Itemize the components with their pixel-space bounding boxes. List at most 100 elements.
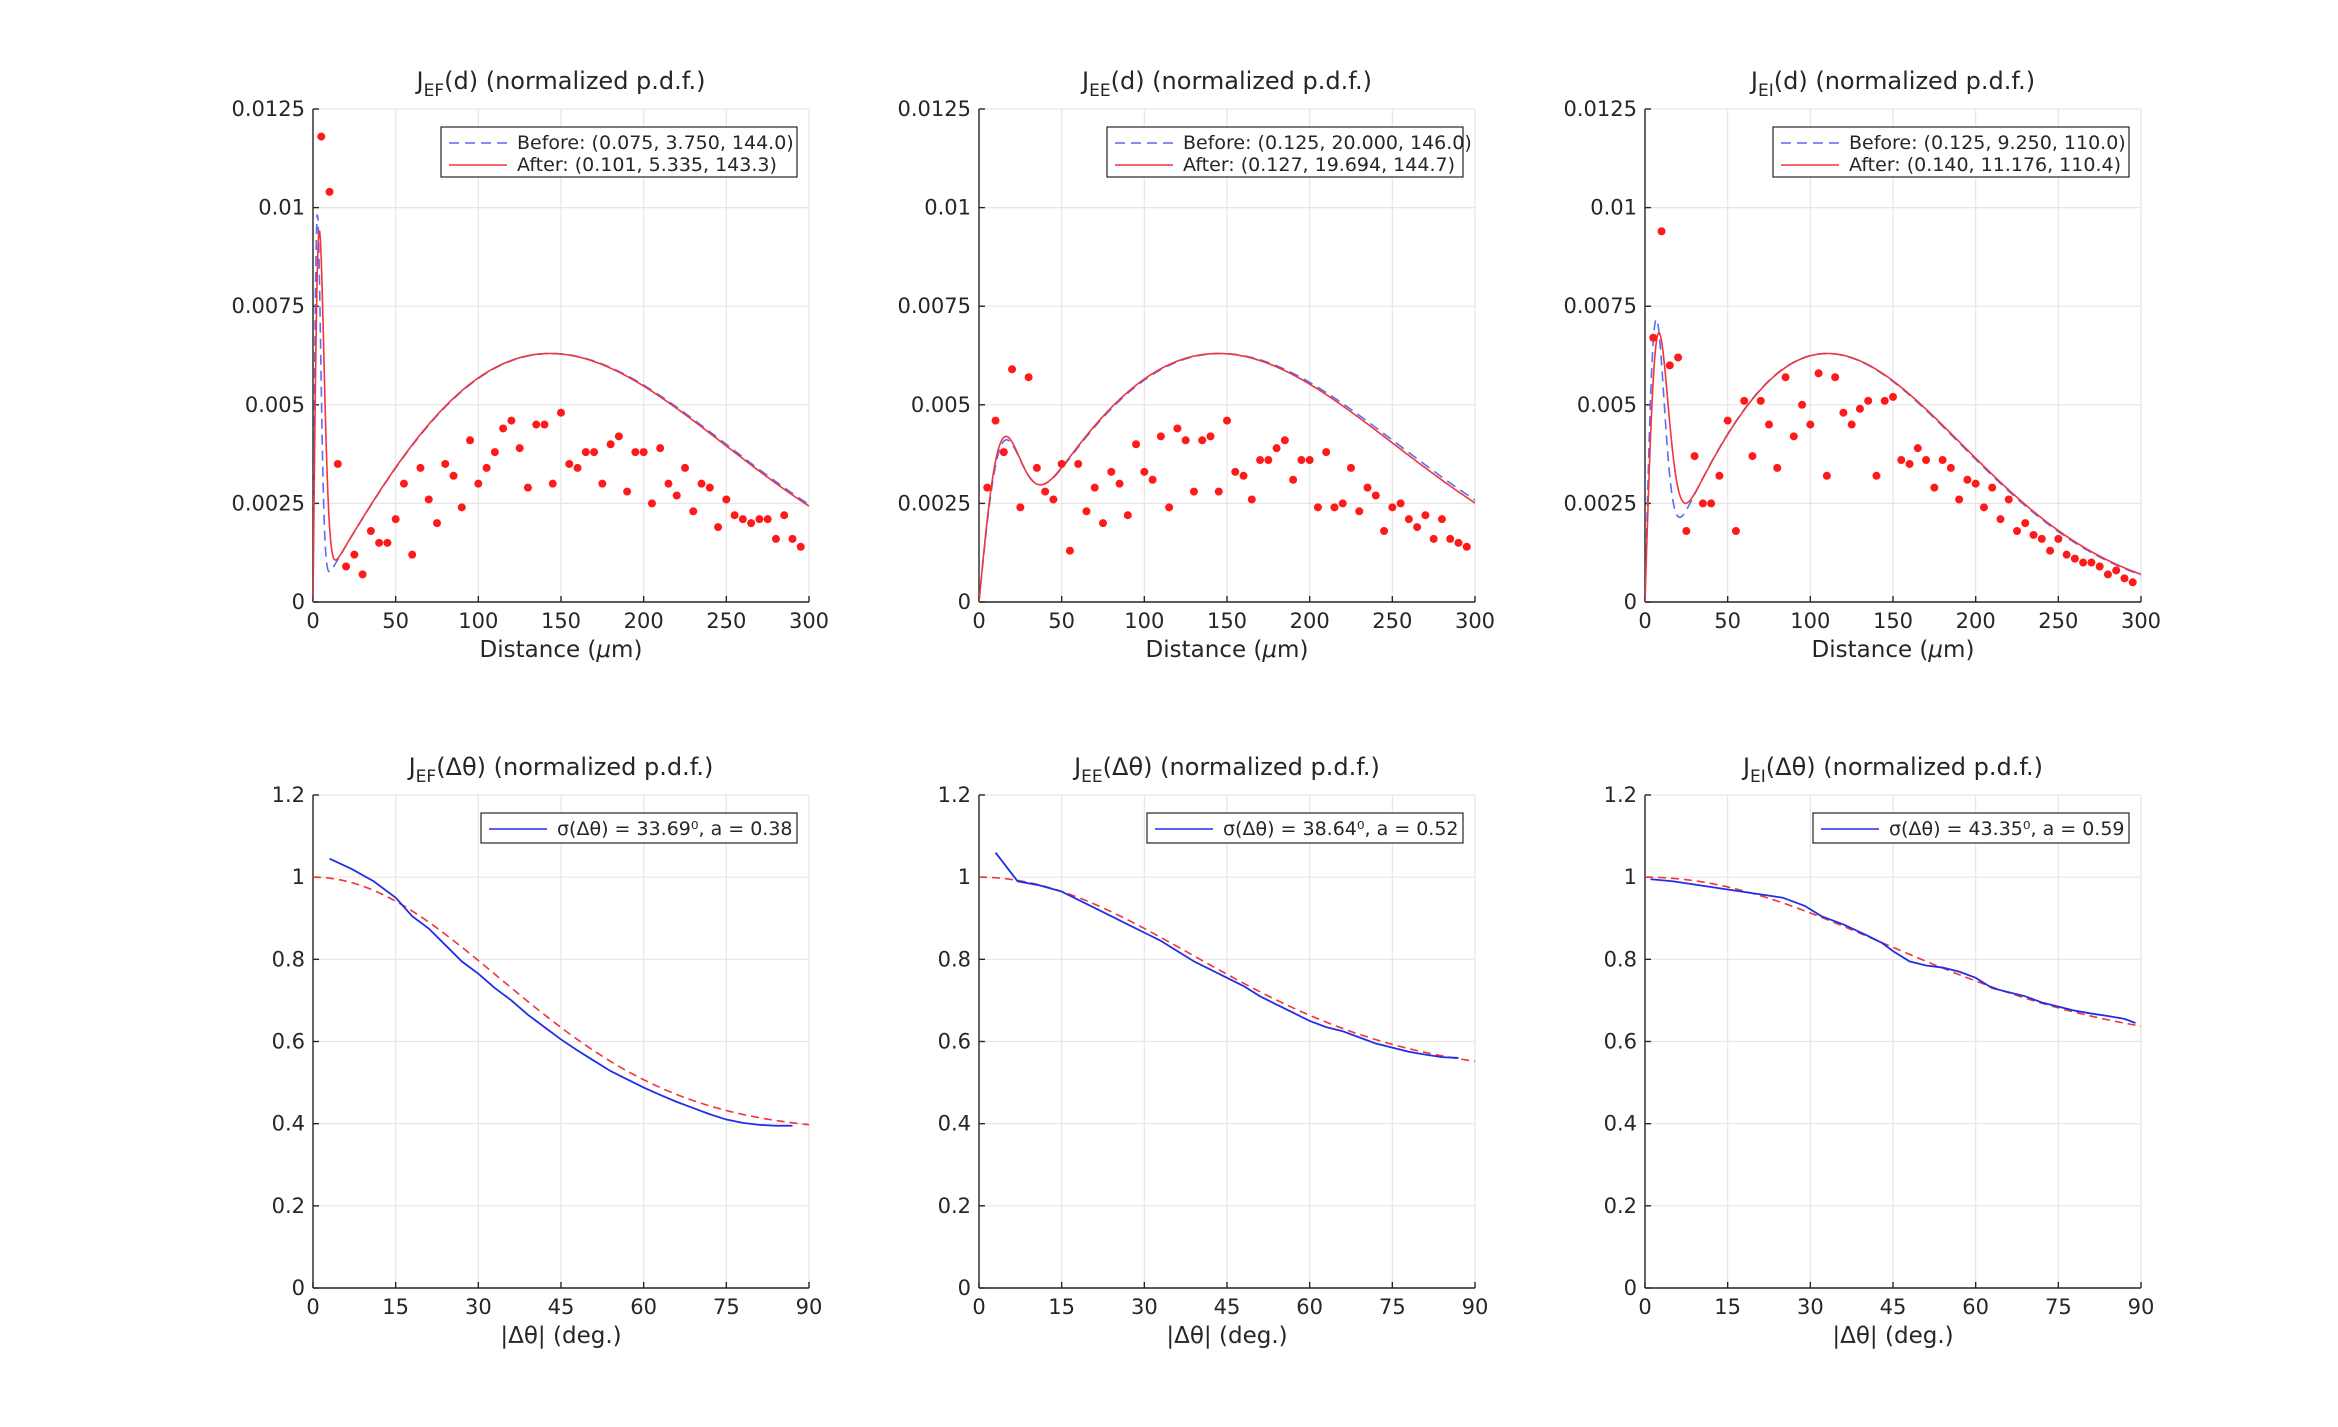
legend-box — [1146, 812, 1464, 844]
data-point — [672, 491, 681, 500]
plot-area — [1645, 227, 2141, 602]
data-point — [581, 448, 590, 457]
data-point — [639, 448, 648, 457]
legend-entry: Before: (0.075, 3.750, 144.0) — [517, 132, 794, 154]
data-point — [1057, 459, 1066, 468]
data-point — [1132, 440, 1141, 449]
y-tick-label: 0.0075 — [1564, 294, 1637, 318]
data-point — [2095, 562, 2104, 571]
x-tick-label: 300 — [1455, 609, 1495, 633]
data-point — [366, 527, 375, 536]
data-point — [1864, 396, 1873, 405]
data-point — [1740, 396, 1749, 405]
data-point — [747, 519, 756, 528]
data-point — [1156, 432, 1165, 441]
y-tick-label: 1 — [1624, 865, 1637, 889]
legend: σ(Δθ) = 33.69⁰, a = 0.38 — [480, 812, 798, 844]
panel-1: 0 50 100 150 200 250 300 0 0.0025 0.005 0.0075 0.01… — [232, 67, 830, 663]
x-tick-label: 30 — [1131, 1295, 1158, 1319]
data-point — [391, 515, 400, 524]
data-point — [983, 483, 992, 492]
x-tick-label: 200 — [1290, 609, 1330, 633]
data-point — [722, 495, 731, 504]
data-point — [1889, 392, 1897, 401]
data-point — [771, 534, 780, 543]
y-tick-label: 0.6 — [938, 1030, 971, 1054]
legend-box — [480, 812, 798, 844]
data-point — [1322, 448, 1331, 457]
data-point — [1905, 459, 1914, 468]
data-point — [2029, 530, 2038, 539]
legend-box — [1812, 812, 2130, 844]
y-tick-label: 0.01 — [258, 196, 305, 220]
data-point — [408, 550, 417, 559]
data-point — [598, 479, 607, 488]
panel-3: 0 50 100 150 200 250 300 0 0.0025 0.005 0.0075 0.01… — [1564, 67, 2162, 663]
data-point — [1988, 483, 1997, 492]
legend-entry: After: (0.101, 5.335, 143.3) — [517, 154, 777, 176]
data-point — [2037, 534, 2046, 543]
data-point — [474, 479, 483, 488]
x-tick-label: 0 — [1638, 1295, 1651, 1319]
data-point — [1413, 523, 1422, 532]
data-point — [2112, 566, 2121, 575]
data-point — [557, 408, 565, 417]
data-point — [1082, 507, 1091, 516]
data-point — [664, 479, 673, 488]
data-point — [606, 440, 615, 449]
data-point — [1996, 515, 2005, 524]
data-point — [1707, 499, 1716, 508]
data-point — [1380, 527, 1389, 536]
data-point — [1756, 396, 1765, 405]
data-point — [441, 459, 450, 468]
y-tick-label: 0.0025 — [232, 491, 305, 515]
x-tick-label: 60 — [1962, 1295, 1989, 1319]
data-point — [1682, 527, 1691, 536]
data-point — [1247, 495, 1256, 504]
y-tick-label: 0.005 — [1577, 393, 1637, 417]
x-axis-label: |Δθ| (deg.) — [500, 1323, 621, 1349]
data-point — [449, 471, 458, 480]
x-tick-label: 150 — [541, 609, 581, 633]
data-point — [350, 550, 359, 559]
x-axis-label: Distance (μm) — [1146, 637, 1309, 663]
x-tick-label: 50 — [1048, 609, 1075, 633]
plot-area — [313, 132, 809, 602]
data-point — [1781, 373, 1790, 382]
data-point — [1765, 420, 1773, 429]
data-line — [1650, 878, 2136, 1024]
data-point — [1016, 503, 1025, 512]
y-tick-label: 0.8 — [1604, 947, 1637, 971]
data-point — [1396, 499, 1405, 508]
data-point — [1363, 483, 1372, 492]
data-point — [1173, 424, 1182, 433]
data-point — [788, 534, 797, 543]
data-point — [1123, 511, 1132, 520]
data-point — [2070, 554, 2079, 563]
x-tick-label: 200 — [1956, 609, 1996, 633]
x-axis-label: |Δθ| (deg.) — [1166, 1323, 1287, 1349]
x-tick-label: 0 — [306, 1295, 319, 1319]
data-point — [780, 511, 789, 520]
y-tick-label: 0.005 — [911, 393, 971, 417]
y-tick-label: 0.0075 — [232, 294, 305, 318]
x-tick-label: 150 — [1873, 609, 1913, 633]
y-tick-label: 0.6 — [272, 1030, 305, 1054]
y-tick-label: 1.2 — [272, 783, 305, 807]
data-point — [1355, 507, 1364, 516]
x-tick-label: 30 — [1797, 1295, 1824, 1319]
x-tick-label: 50 — [382, 609, 409, 633]
data-point — [730, 511, 739, 520]
x-tick-label: 30 — [465, 1295, 492, 1319]
data-point — [1032, 463, 1041, 472]
data-point — [433, 519, 441, 528]
data-point — [1930, 483, 1939, 492]
data-point — [705, 483, 714, 492]
y-tick-label: 0.4 — [272, 1112, 305, 1136]
data-point — [1665, 361, 1674, 370]
x-tick-label: 90 — [1462, 1295, 1489, 1319]
y-tick-label: 0.01 — [924, 196, 971, 220]
data-point — [1272, 444, 1281, 453]
data-point — [1971, 479, 1980, 488]
